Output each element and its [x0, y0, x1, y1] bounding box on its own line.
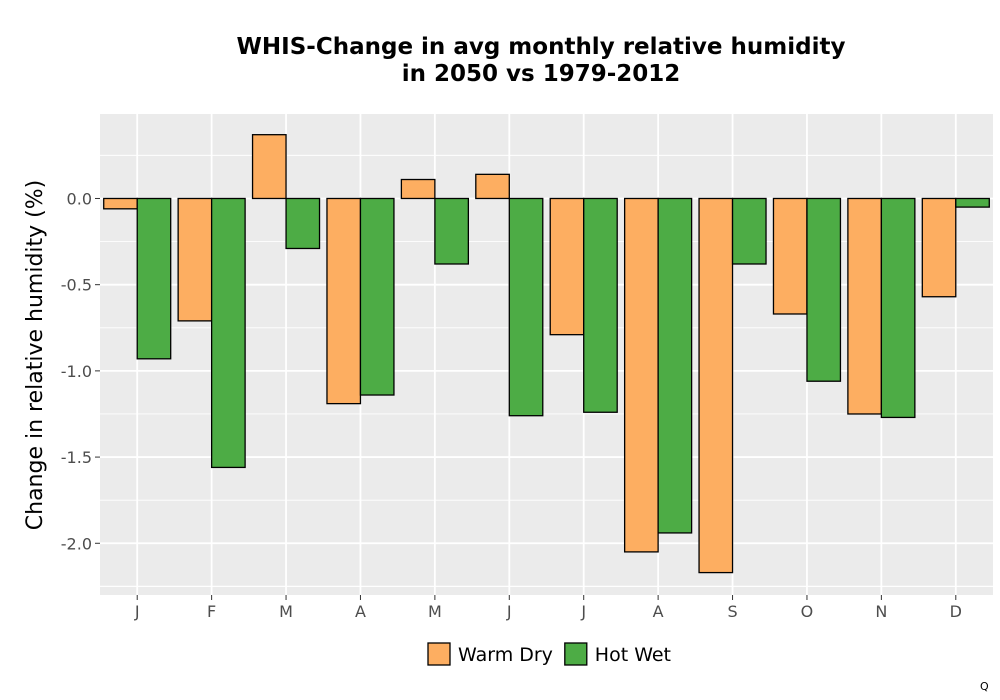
x-tick-label: J — [580, 602, 586, 621]
bar-hot-wet — [657, 197, 693, 534]
x-tick-label: J — [506, 602, 512, 621]
bar-warm-dry — [847, 197, 883, 415]
y-tick-label: -1.0 — [61, 362, 92, 381]
x-tick-label: F — [207, 602, 216, 621]
y-tick-label: -2.0 — [61, 534, 92, 553]
corner-mark: Q — [980, 680, 989, 693]
y-tick-label: -0.5 — [61, 276, 92, 295]
axes: 0.0 -0.5 -1.0 -1.5 -2.0 J F M A M J J A S O N D — [61, 189, 962, 621]
bar-warm-dry — [623, 197, 659, 553]
x-tick-label: N — [875, 602, 887, 621]
bar-hot-wet — [434, 197, 470, 265]
bar-warm-dry — [772, 197, 808, 315]
bar-warm-dry — [475, 173, 510, 200]
bar-hot-wet — [508, 197, 544, 417]
bar-hot-wet — [806, 197, 842, 382]
legend: Warm Dry Hot Wet — [427, 642, 671, 666]
chart-title-line-1: WHIS-Change in avg monthly relative humi… — [237, 34, 846, 60]
legend-key-warm-dry — [427, 642, 451, 666]
x-tick-label: S — [727, 602, 737, 621]
bar-warm-dry — [698, 197, 734, 574]
x-tick-label: D — [950, 602, 962, 621]
plot-panel — [100, 114, 993, 595]
x-tick-label: A — [653, 602, 664, 621]
x-tick-label: J — [134, 602, 140, 621]
bar-hot-wet — [880, 197, 916, 419]
bar-warm-dry — [103, 197, 138, 210]
y-axis-title: Change in relative humidity (%) — [23, 180, 48, 530]
x-tick-label: O — [801, 602, 814, 621]
bar-warm-dry — [400, 178, 436, 200]
bar-hot-wet — [359, 197, 395, 396]
bar-hot-wet — [583, 197, 618, 413]
x-tick-label: A — [355, 602, 366, 621]
legend-key-hot-wet — [564, 642, 588, 666]
bar-warm-dry — [549, 197, 585, 336]
chart-title-line-2: in 2050 vs 1979-2012 — [402, 61, 681, 87]
bar-hot-wet — [955, 197, 990, 208]
legend-label-hot-wet: Hot Wet — [595, 644, 671, 666]
x-tick-label: M — [279, 602, 293, 621]
bar-warm-dry — [251, 134, 287, 200]
bar-hot-wet — [136, 197, 172, 360]
bars — [103, 134, 990, 574]
legend-label-warm-dry: Warm Dry — [458, 644, 553, 666]
x-tick-label: M — [428, 602, 442, 621]
bar-hot-wet — [731, 197, 767, 265]
y-tick-label: -1.5 — [61, 448, 92, 467]
bar-hot-wet — [285, 197, 321, 250]
bar-warm-dry — [921, 197, 957, 298]
bar-warm-dry — [177, 197, 213, 322]
y-tick-label: 0.0 — [67, 189, 92, 208]
bar-hot-wet — [210, 197, 246, 469]
bar-warm-dry — [326, 197, 362, 405]
